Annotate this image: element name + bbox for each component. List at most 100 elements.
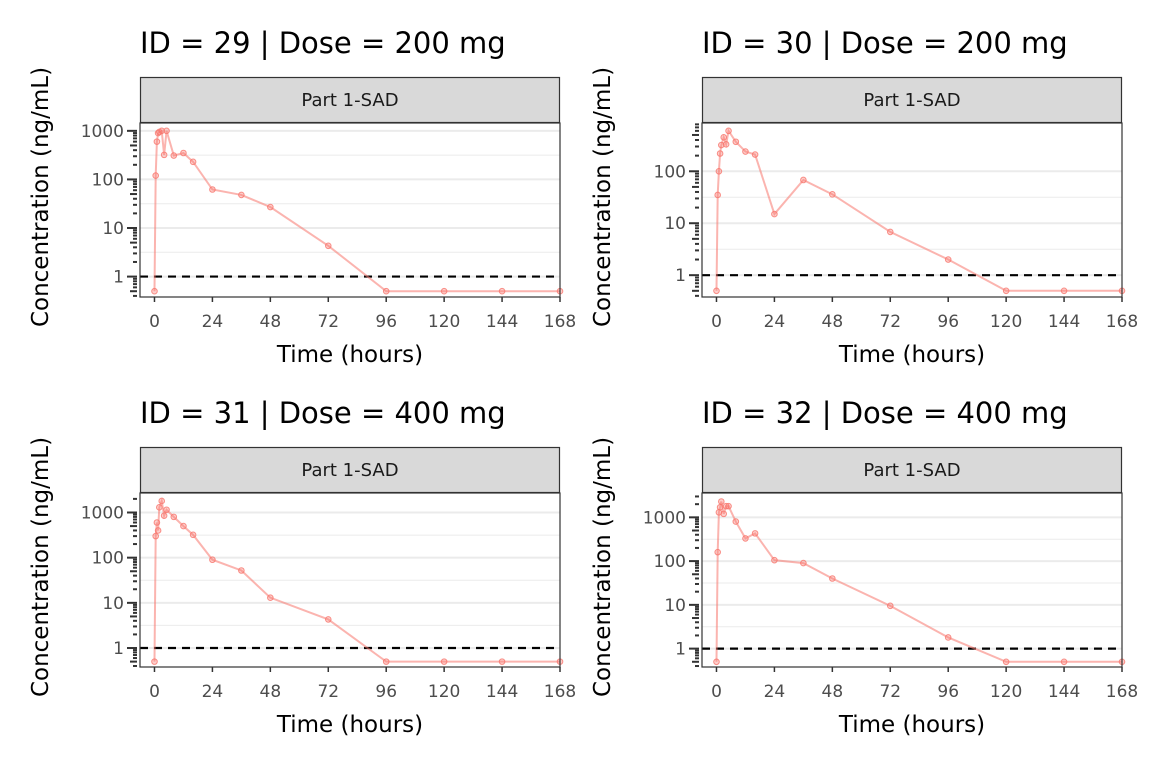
facet-strip-label: Part 1-SAD xyxy=(301,460,398,481)
x-tick-label: 96 xyxy=(375,312,397,332)
data-point xyxy=(714,191,721,199)
data-point xyxy=(1002,287,1010,295)
data-point xyxy=(209,556,216,564)
data-point xyxy=(158,497,166,505)
facet-strip xyxy=(139,446,561,494)
data-point xyxy=(180,149,187,157)
y-tick-label: 1000 xyxy=(81,122,124,142)
chart-title: ID = 30 | Dose = 200 mg xyxy=(702,26,1068,60)
chart-svg: ID = 32 | Dose = 400 mg Part 1-SAD 1 10 100 1… xyxy=(590,396,1138,738)
y-axis-title: Concentration (ng/mL) xyxy=(28,437,54,697)
y-axis-title: Concentration (ng/mL) xyxy=(590,437,616,697)
x-tick-label: 24 xyxy=(202,682,224,702)
data-point xyxy=(1060,658,1068,666)
data-point xyxy=(440,287,448,295)
data-point xyxy=(715,167,723,175)
facet-strip xyxy=(701,446,1123,494)
data-point xyxy=(152,532,159,540)
data-point xyxy=(267,594,274,601)
data-point xyxy=(751,151,759,158)
data-point xyxy=(732,138,740,146)
data-point xyxy=(944,634,952,641)
data-point xyxy=(156,504,163,511)
y-tick-label: 10 xyxy=(102,594,124,614)
chart-panel-1: ID = 29 | Dose = 200 mg Part 1-SAD 1 10 100 1… xyxy=(0,0,576,384)
data-point xyxy=(158,127,166,135)
series-line xyxy=(153,129,560,293)
x-tick-label: 144 xyxy=(486,682,518,702)
x-tick-label: 48 xyxy=(822,312,844,332)
data-point xyxy=(152,172,159,179)
panel-border xyxy=(139,122,561,298)
data-point xyxy=(498,658,506,665)
x-tick-label: 120 xyxy=(990,312,1022,332)
data-point xyxy=(209,186,216,193)
facet-strip-label: Part 1-SAD xyxy=(301,90,398,111)
x-tick-label: 0 xyxy=(711,682,722,702)
data-point xyxy=(170,513,178,521)
data-point xyxy=(713,287,720,295)
chart-panel-2: ID = 30 | Dose = 200 mg Part 1-SAD 1 10 100 0… xyxy=(562,0,1138,384)
data-point xyxy=(720,134,728,141)
data-point xyxy=(718,141,725,149)
facet-strip xyxy=(139,76,561,124)
x-axis-title: Time (hours) xyxy=(838,342,985,368)
y-axis-title: Concentration (ng/mL) xyxy=(28,67,54,327)
chart-title: ID = 29 | Dose = 200 mg xyxy=(140,26,506,60)
data-point xyxy=(886,228,894,236)
data-point xyxy=(829,575,836,582)
series-line xyxy=(153,497,560,663)
data-point xyxy=(725,127,732,135)
plot-background xyxy=(140,123,560,297)
chart-panel-3: ID = 31 | Dose = 400 mg Part 1-SAD 1 10 100 1… xyxy=(0,370,576,754)
x-tick-label: 96 xyxy=(937,312,959,332)
panel-border xyxy=(701,122,1123,298)
data-point xyxy=(1060,287,1068,295)
chart-title: ID = 31 | Dose = 400 mg xyxy=(140,396,506,430)
y-tick-label: 10 xyxy=(664,596,686,616)
data-point xyxy=(154,527,162,534)
y-tick-label: 10 xyxy=(664,214,686,234)
x-tick-label: 144 xyxy=(1048,682,1080,702)
series-line xyxy=(715,501,1122,663)
x-tick-label: 72 xyxy=(317,312,339,332)
x-tick-label: 168 xyxy=(544,312,576,332)
data-point xyxy=(732,518,740,525)
facet-strip-label: Part 1-SAD xyxy=(863,460,960,481)
data-point xyxy=(189,531,197,539)
x-tick-label: 48 xyxy=(260,682,282,702)
x-tick-label: 120 xyxy=(428,682,460,702)
data-point xyxy=(742,535,749,542)
x-tick-label: 72 xyxy=(879,312,901,332)
data-point xyxy=(324,242,332,250)
chart-title: ID = 32 | Dose = 400 mg xyxy=(702,396,1068,430)
x-tick-label: 24 xyxy=(764,682,786,702)
x-tick-label: 0 xyxy=(149,682,160,702)
x-tick-label: 72 xyxy=(317,682,339,702)
data-point xyxy=(1002,658,1010,666)
x-tick-label: 72 xyxy=(879,682,901,702)
data-point xyxy=(716,150,724,157)
y-tick-label: 1 xyxy=(675,640,686,660)
x-tick-label: 144 xyxy=(486,312,518,332)
data-point xyxy=(800,559,807,567)
x-tick-label: 168 xyxy=(544,682,576,702)
x-tick-label: 0 xyxy=(149,312,160,332)
data-point xyxy=(160,151,168,159)
facet-strip-label: Part 1-SAD xyxy=(863,90,960,111)
data-point xyxy=(886,602,894,610)
y-tick-label: 1 xyxy=(113,268,124,288)
x-tick-label: 168 xyxy=(1106,682,1138,702)
data-point xyxy=(189,158,197,166)
y-tick-label: 1000 xyxy=(81,503,124,523)
chart-svg: ID = 29 | Dose = 200 mg Part 1-SAD 1 10 100 1… xyxy=(28,26,576,368)
data-point xyxy=(153,138,161,145)
panel-border xyxy=(139,492,561,668)
y-tick-label: 100 xyxy=(654,552,686,572)
data-point xyxy=(714,548,721,556)
data-point xyxy=(771,210,778,218)
data-point xyxy=(718,498,725,505)
x-tick-label: 120 xyxy=(990,682,1022,702)
y-tick-label: 1 xyxy=(113,639,124,659)
